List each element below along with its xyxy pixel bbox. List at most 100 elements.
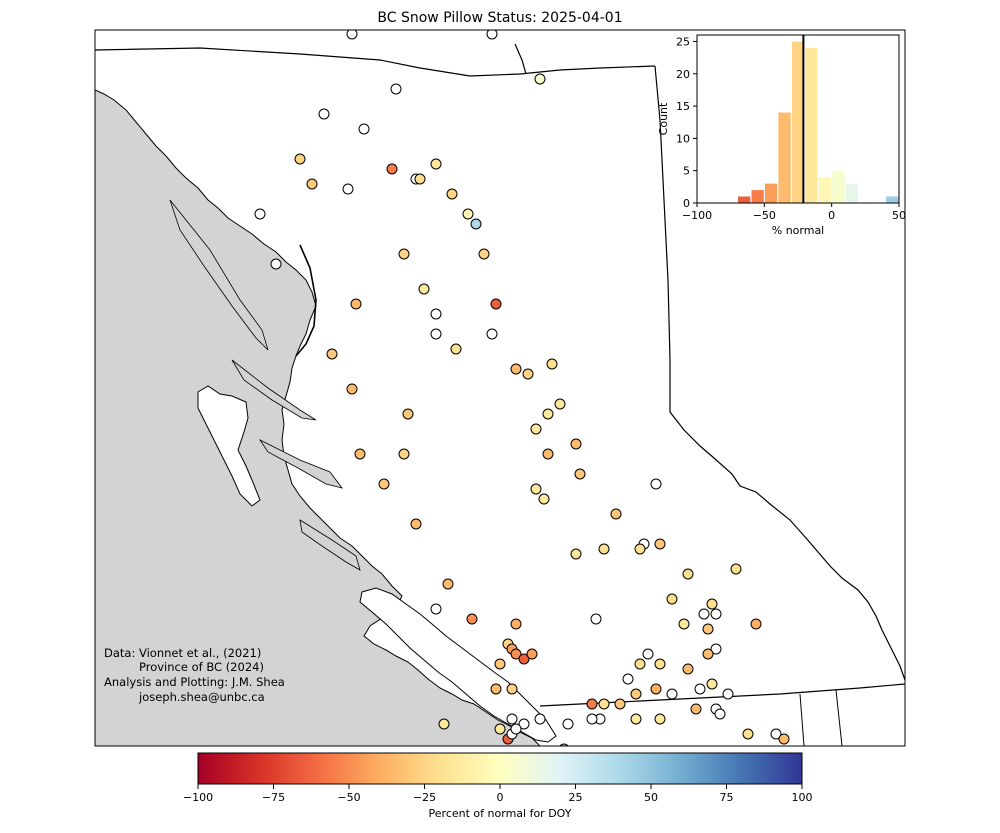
station-marker (354, 448, 366, 460)
station-marker (770, 728, 782, 740)
credit-email: joseph.shea@unbc.ca (138, 690, 265, 704)
station-marker (654, 658, 666, 670)
yukon-nwt-line (514, 43, 527, 75)
station-marker (326, 348, 338, 360)
credit-analysis: Analysis and Plotting: J.M. Shea (104, 675, 285, 689)
histogram-bar (791, 41, 805, 203)
station-marker (378, 478, 390, 490)
station-marker (506, 683, 518, 695)
station-marker (546, 358, 558, 370)
station-marker (350, 298, 362, 310)
map-frame (94, 29, 906, 747)
station-marker (494, 658, 506, 670)
station-marker (634, 658, 646, 670)
station-marker (598, 543, 610, 555)
station-marker (750, 618, 762, 630)
histogram-y-tick-label: 10 (676, 132, 690, 145)
station-marker (542, 408, 554, 420)
histogram-x-ticks: −100 −50 0 50 (682, 203, 906, 222)
station-marker (430, 158, 442, 170)
station-marker (654, 713, 666, 725)
station-marker (470, 218, 482, 230)
station-marker (446, 188, 458, 200)
station-marker (650, 478, 662, 490)
station-marker (518, 653, 530, 665)
station-marker (634, 543, 646, 555)
station-marker (466, 613, 478, 625)
station-marker (346, 383, 358, 395)
histogram-y-tick-label: 20 (676, 68, 690, 81)
station-marker (398, 448, 410, 460)
colorbar-tick-label: 0 (497, 791, 504, 804)
station-marker (398, 248, 410, 260)
station-marker (698, 608, 710, 620)
histogram-x-tick-label: −50 (753, 209, 776, 222)
alberta-boundary (654, 65, 905, 681)
station-marker (510, 723, 522, 735)
credit-data: Data: Vionnet et al., (2021) (104, 646, 261, 660)
snow-pillow-stations (254, 30, 790, 746)
station-marker (318, 108, 330, 120)
colorbar-tick-label: 50 (644, 791, 658, 804)
credit-province: Province of BC (2024) (139, 660, 264, 674)
station-marker (494, 723, 506, 735)
station-marker (570, 438, 582, 450)
station-marker (438, 718, 450, 730)
histogram-ylabel: Count (657, 102, 670, 135)
histogram-y-tick-label: 15 (676, 100, 690, 113)
station-marker (682, 568, 694, 580)
station-marker (526, 648, 538, 660)
station-marker (654, 538, 666, 550)
station-marker (622, 673, 634, 685)
station-marker (742, 728, 754, 740)
histogram-bar (805, 47, 818, 204)
station-marker (714, 708, 726, 720)
colorbar-tick-label: −100 (183, 791, 213, 804)
station-marker (642, 648, 654, 660)
station-marker (590, 613, 602, 625)
station-marker (510, 363, 522, 375)
station-marker (506, 713, 518, 725)
station-marker (478, 248, 490, 260)
colorbar-tick-label: 100 (792, 791, 813, 804)
station-marker (666, 688, 678, 700)
station-marker (402, 408, 414, 420)
station-marker (574, 468, 586, 480)
station-marker (306, 178, 318, 190)
station-marker (270, 258, 282, 270)
station-marker (538, 493, 550, 505)
coastal-inlets (169, 199, 361, 571)
station-marker (530, 483, 542, 495)
histogram-bar (886, 196, 899, 203)
northern-boundary (95, 47, 656, 77)
histogram-bars (738, 41, 899, 204)
histogram-xlabel: % normal (772, 224, 825, 237)
histogram-inset: −100 −50 0 50 0 5 10 15 20 25 % normal Count (657, 34, 906, 237)
station-marker (682, 663, 694, 675)
station-marker (342, 183, 354, 195)
station-marker (442, 578, 454, 590)
histogram-bar (751, 190, 764, 203)
station-marker (414, 173, 426, 185)
station-marker (702, 648, 714, 660)
histogram-y-ticks: 0 5 10 15 20 25 (676, 35, 697, 210)
station-marker (430, 308, 442, 320)
station-marker (614, 698, 626, 710)
colorbar-tick-label: 25 (569, 791, 583, 804)
credits-block: Data: Vionnet et al., (2021) Province of… (104, 646, 285, 704)
station-marker (346, 30, 358, 40)
station-marker (586, 713, 598, 725)
station-marker (430, 328, 442, 340)
station-marker (530, 423, 542, 435)
station-marker (630, 688, 642, 700)
station-marker (486, 328, 498, 340)
station-marker (510, 618, 522, 630)
station-marker (518, 718, 530, 730)
station-marker (666, 593, 678, 605)
histogram-bar (832, 170, 845, 203)
station-marker (522, 368, 534, 380)
histogram-x-tick-label: 50 (892, 209, 906, 222)
station-marker (510, 648, 522, 660)
station-marker (570, 548, 582, 560)
